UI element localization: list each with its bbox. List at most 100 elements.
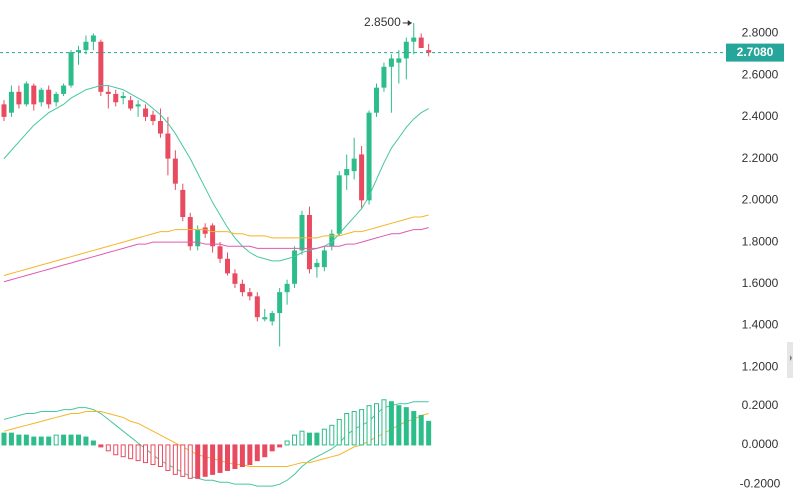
candle-body xyxy=(98,41,104,92)
y2-tick-label: -0.2000 xyxy=(740,476,781,490)
macd-bar xyxy=(210,444,216,475)
macd-bar xyxy=(135,444,141,462)
candle-body xyxy=(381,66,387,88)
y-tick-label: 2.6000 xyxy=(742,67,779,81)
candle-body xyxy=(187,217,193,247)
indicator-line xyxy=(3,214,429,276)
macd-bar xyxy=(76,434,81,446)
candle-body xyxy=(396,58,402,63)
high-marker-arrowhead xyxy=(407,19,412,26)
candle-body xyxy=(150,114,156,122)
candle-body xyxy=(232,273,238,284)
macd-bar xyxy=(46,436,52,446)
macd-bar xyxy=(351,411,357,446)
macd-bar xyxy=(128,444,134,460)
candle-body xyxy=(46,89,52,105)
candle-body xyxy=(135,104,141,107)
candle-body xyxy=(76,50,81,53)
candle-body xyxy=(172,158,178,184)
y2-tick-label: 0.0000 xyxy=(742,437,779,451)
candle-body xyxy=(8,91,14,113)
candle-body xyxy=(217,246,223,259)
candle-body xyxy=(329,233,335,247)
y-tick-label: 2.4000 xyxy=(742,109,779,123)
y-tick-label: 2.0000 xyxy=(742,193,779,207)
candle-body xyxy=(359,154,365,201)
candle-body xyxy=(247,292,253,297)
macd-bar xyxy=(120,444,126,458)
macd-bar xyxy=(187,444,193,479)
macd-bar xyxy=(269,444,275,452)
candle-body xyxy=(269,313,275,322)
candle-body xyxy=(239,283,245,293)
macd-bar xyxy=(329,424,335,446)
macd-bar xyxy=(254,444,260,462)
macd-bar xyxy=(299,430,305,446)
candle-body xyxy=(113,93,119,103)
macd-bar xyxy=(388,401,394,446)
candle-body xyxy=(225,258,230,274)
macd-bar xyxy=(217,444,223,473)
y-tick-label: 2.2000 xyxy=(742,151,779,165)
candle-body xyxy=(374,87,379,113)
macd-bar xyxy=(98,444,104,448)
candle-body xyxy=(388,58,394,67)
candle-body xyxy=(321,250,327,268)
macd-bar xyxy=(1,432,7,446)
macd-bar xyxy=(306,432,312,446)
candle-body xyxy=(210,225,216,247)
macd-bar xyxy=(143,444,149,464)
candle-body xyxy=(143,108,149,117)
candle-body xyxy=(68,52,74,86)
candle-body xyxy=(31,85,37,105)
macd-bar xyxy=(68,434,74,446)
macd-bar xyxy=(105,444,111,452)
candle-body xyxy=(90,35,96,42)
macd-bar xyxy=(284,440,290,446)
macd-bar xyxy=(396,405,402,446)
candle-body xyxy=(336,175,342,234)
macd-bar xyxy=(202,444,208,477)
indicator-line xyxy=(3,226,429,283)
macd-bar xyxy=(225,444,230,471)
candle-body xyxy=(202,227,208,234)
candle-body xyxy=(314,262,320,268)
candle-body xyxy=(411,37,417,42)
macd-bar xyxy=(247,444,253,466)
macd-bar xyxy=(31,436,37,446)
candle-body xyxy=(165,133,171,159)
y-tick-label: 1.2000 xyxy=(742,359,779,373)
macd-bar xyxy=(336,418,342,446)
candle-body xyxy=(284,283,290,293)
macd-bar xyxy=(180,444,186,477)
macd-bar xyxy=(426,420,432,446)
macd-bar xyxy=(381,399,387,446)
candle-body xyxy=(157,121,163,134)
candle-body xyxy=(292,250,298,284)
scroll-arrow xyxy=(790,355,792,361)
macd-bar xyxy=(314,432,320,446)
macd-bar xyxy=(165,444,171,471)
candle-body xyxy=(277,292,283,314)
candle-body xyxy=(23,83,29,105)
macd-bar xyxy=(232,444,238,469)
candle-body xyxy=(254,296,260,318)
indicator-line xyxy=(3,85,429,262)
candle-body xyxy=(306,214,312,270)
indicator-line xyxy=(3,411,429,468)
candle-body xyxy=(262,317,268,320)
macd-bar xyxy=(90,440,96,446)
candle-body xyxy=(418,37,424,48)
macd-bar xyxy=(38,436,44,446)
macd-bar xyxy=(16,434,22,446)
candle-body xyxy=(403,41,409,59)
last-price-box xyxy=(726,43,784,62)
y-tick-label: 2.8000 xyxy=(742,26,779,40)
candle-body xyxy=(83,41,89,51)
candle-body xyxy=(180,189,186,218)
candle-body xyxy=(344,169,350,176)
macd-bar xyxy=(195,444,201,479)
candle-body xyxy=(1,104,7,117)
candle-body xyxy=(120,96,126,99)
candle-body xyxy=(366,112,372,201)
